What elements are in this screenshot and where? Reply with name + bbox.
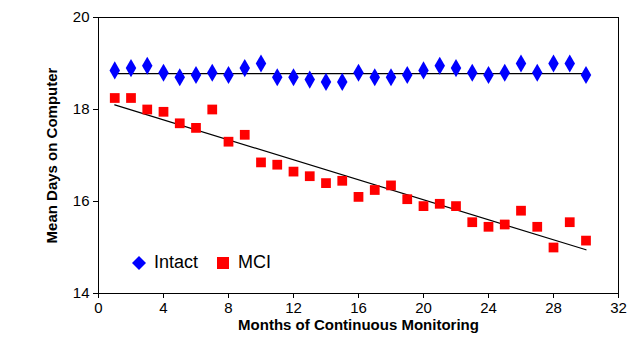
svg-text:Months of Continuous Monitorin: Months of Continuous Monitoring [238, 316, 479, 333]
svg-text:14: 14 [73, 284, 90, 301]
svg-text:24: 24 [480, 299, 497, 316]
svg-text:20: 20 [73, 8, 90, 25]
svg-text:32: 32 [610, 299, 627, 316]
html-text:MCI: MCI [238, 252, 271, 272]
svg-text:4: 4 [159, 299, 167, 316]
svg-text:8: 8 [224, 299, 232, 316]
html-text:Intact: Intact [154, 252, 198, 272]
svg-text:16: 16 [350, 299, 367, 316]
svg-text:20: 20 [415, 299, 432, 316]
svg-text:18: 18 [73, 100, 90, 117]
svg-text:12: 12 [285, 299, 302, 316]
svg-text:28: 28 [545, 299, 562, 316]
svg-text:16: 16 [73, 192, 90, 209]
svg-text:Mean Days on Computer: Mean Days on Computer [43, 67, 60, 243]
svg-text:0: 0 [94, 299, 102, 316]
